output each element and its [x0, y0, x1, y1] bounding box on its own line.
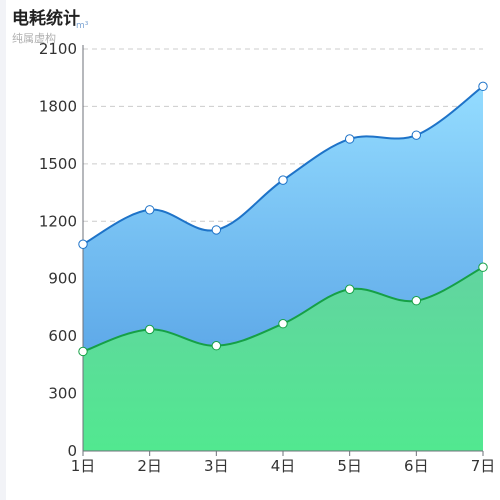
series-area-2: [83, 267, 483, 451]
y-tick-label: 300: [48, 385, 77, 403]
chart-title: 电耗统计: [12, 9, 80, 29]
x-tick-label: 7日: [471, 457, 496, 475]
data-point[interactable]: [344, 134, 355, 144]
data-point[interactable]: [144, 324, 155, 335]
data-point[interactable]: [144, 205, 155, 215]
y-tick-label: 1200: [39, 212, 77, 230]
y-tick-label: 2100: [39, 40, 77, 58]
data-point[interactable]: [411, 130, 422, 140]
data-point[interactable]: [478, 81, 488, 92]
y-tick-label: 1800: [39, 97, 77, 115]
area-layer: [83, 86, 483, 451]
data-point[interactable]: [211, 225, 222, 235]
data-point[interactable]: [411, 296, 422, 306]
y-tick-label: 1500: [39, 155, 77, 173]
x-tick-label: 5日: [337, 457, 362, 475]
data-point[interactable]: [78, 346, 88, 357]
y-tick-label: 900: [48, 270, 77, 288]
axis-layer: 0 300 600 900 1200 1500 1800 2100 1日 2日 3日 4日 5日 6日 7日: [39, 40, 495, 475]
data-point[interactable]: [278, 175, 288, 185]
x-tick-label: 2日: [137, 457, 162, 475]
data-point[interactable]: [78, 239, 88, 249]
x-tick-label: 6日: [404, 457, 429, 475]
data-point[interactable]: [478, 262, 488, 272]
point-layer: [78, 81, 488, 357]
x-tick-label: 1日: [71, 457, 96, 475]
data-point[interactable]: [344, 284, 355, 294]
unit-label: m³: [76, 21, 89, 31]
x-tick-label: 3日: [204, 457, 229, 475]
data-point[interactable]: [278, 319, 288, 329]
left-edge-strip: [0, 0, 6, 500]
chart-subtitle: 纯属虚构: [12, 32, 56, 45]
y-tick-label: 600: [48, 327, 77, 345]
x-tick-label: 4日: [271, 457, 296, 475]
y-tick-label: 0: [67, 442, 77, 460]
data-point[interactable]: [211, 341, 222, 351]
